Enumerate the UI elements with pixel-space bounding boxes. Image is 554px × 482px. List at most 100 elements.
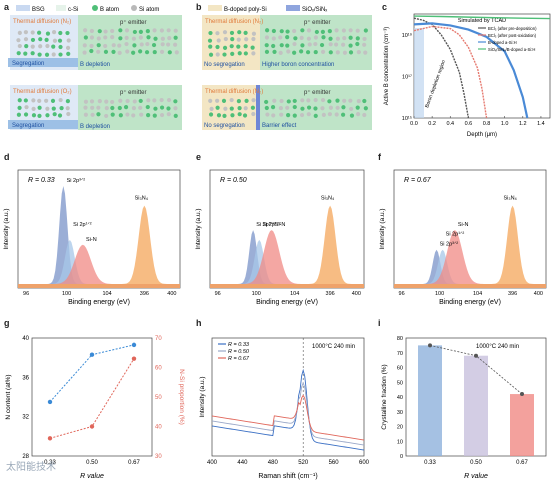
silicon-atom [320, 106, 325, 111]
boron-atom [363, 106, 368, 111]
x-tick-label: 400 [352, 291, 361, 297]
panel-i: i R value Crystalline fraction (%) 1000°… [376, 318, 554, 482]
x-tick-label: 0.33 [424, 460, 436, 466]
boron-atom [243, 30, 248, 35]
boron-atom [313, 49, 318, 55]
x-tick-label: 396 [508, 291, 517, 297]
boron-atom [37, 30, 42, 35]
panel-letter-a: a [4, 2, 10, 12]
boron-atom [110, 112, 115, 117]
silicon-atom [173, 28, 178, 33]
silicon-atom [223, 106, 228, 111]
silicon-atom [306, 112, 311, 117]
silicon-atom [313, 97, 318, 103]
boron-atom [243, 51, 248, 56]
fit-peak [210, 205, 364, 288]
y-tick-label: 80 [397, 336, 403, 342]
boron-atom [132, 29, 137, 35]
boron-atom [285, 34, 290, 40]
silicon-atom [110, 34, 115, 40]
boron-atom [348, 43, 353, 48]
peak-label: Si 2p³ᐟ² [440, 241, 459, 248]
panel-e: e R = 0.50 Binding energy (eV) Intensity (… [192, 150, 372, 310]
silicon-atom [271, 36, 276, 41]
x-tick-label: 400 [167, 291, 176, 297]
boron-atom [24, 44, 29, 49]
boron-atom [16, 51, 21, 56]
legend-label: R = 0.33 [228, 342, 250, 348]
boron-atom [58, 44, 63, 50]
boron-atom [50, 98, 56, 104]
series-line [413, 25, 488, 119]
boron-atom [230, 51, 235, 56]
y2-tick-label: 60 [155, 366, 162, 372]
boron-atom [314, 29, 319, 35]
boron-atom [57, 38, 63, 43]
silicon-atom [118, 98, 123, 103]
silicon-atom [174, 50, 179, 55]
silicon-atom [131, 113, 136, 118]
boron-atom [237, 106, 242, 111]
silicon-atom [131, 106, 137, 111]
data-point [520, 392, 524, 397]
boron-atom [264, 49, 270, 54]
boron-atom [250, 105, 255, 110]
svg-text:Higher boron concentration: Higher boron concentration [262, 62, 334, 68]
silicon-atom [244, 37, 249, 42]
boron-atom [285, 29, 290, 34]
panel-d: d R = 0.33 Binding energy (eV) Intensity (… [0, 150, 188, 310]
peak-label: Si 2p³ᐟ² [67, 177, 86, 184]
silicon-atom [45, 106, 50, 111]
x-tick-label: 0.67 [516, 460, 528, 466]
boron-atom [166, 106, 171, 111]
svg-text:N content (at%): N content (at%) [5, 374, 12, 419]
silicon-atom [160, 36, 165, 41]
panel-letter-f: f [378, 152, 381, 162]
boron-atom [335, 98, 340, 103]
boron-atom [293, 36, 298, 41]
silicon-atom [229, 97, 234, 103]
r-value-label: R = 0.50 [220, 177, 247, 184]
silicon-atom [334, 42, 339, 47]
boron-atom [355, 36, 360, 41]
boron-atom [97, 29, 102, 34]
silicon-atom [327, 112, 332, 117]
silicon-atom [264, 35, 270, 40]
series-line [413, 22, 529, 119]
x-tick-label: 396 [140, 291, 149, 297]
boron-atom [264, 99, 269, 105]
silicon-atom [215, 52, 220, 57]
legend-label: BCl₃ (after pre-deposition) [488, 26, 537, 31]
silicon-atom [313, 41, 318, 47]
boron-atom [23, 112, 29, 117]
panel-letter-e: e [196, 152, 202, 162]
x-tick-label: 560 [329, 460, 340, 466]
xps-chart-e: R = 0.50 Binding energy (eV) Intensity (a.… [195, 169, 365, 306]
boron-atom [159, 105, 165, 110]
boron-atom [153, 36, 158, 41]
silicon-atom [265, 112, 270, 117]
y-tick-label: 10¹⁵ [402, 115, 412, 122]
legend-label: B-doped a-Si:H [488, 40, 517, 45]
boron-atom [328, 36, 333, 41]
boron-atom [229, 106, 234, 111]
y-tick-label: 10 [397, 439, 403, 445]
svg-text:SiOₓ/SiNₓ: SiOₓ/SiNₓ [302, 7, 327, 13]
svg-text:B depletion: B depletion [80, 62, 110, 68]
x-tick-label: 1.0 [501, 121, 509, 127]
xps-chart-d: R = 0.33 Binding energy (eV) Intensity (a.… [3, 169, 181, 306]
x-tick-label: 600 [359, 460, 370, 466]
silicon-atom [243, 106, 248, 111]
boron-atom [207, 38, 213, 43]
x-tick-label: 100 [62, 291, 71, 297]
data-point [89, 352, 95, 357]
silicon-atom [24, 105, 29, 110]
peak-label: Si-N [86, 237, 97, 243]
boron-atom [146, 113, 151, 118]
silicon-atom [103, 35, 108, 40]
series-line [413, 17, 470, 119]
silicon-atom [236, 37, 241, 42]
boron-atom [237, 30, 242, 35]
boron-atom [110, 105, 115, 111]
svg-text:R value: R value [464, 473, 488, 480]
